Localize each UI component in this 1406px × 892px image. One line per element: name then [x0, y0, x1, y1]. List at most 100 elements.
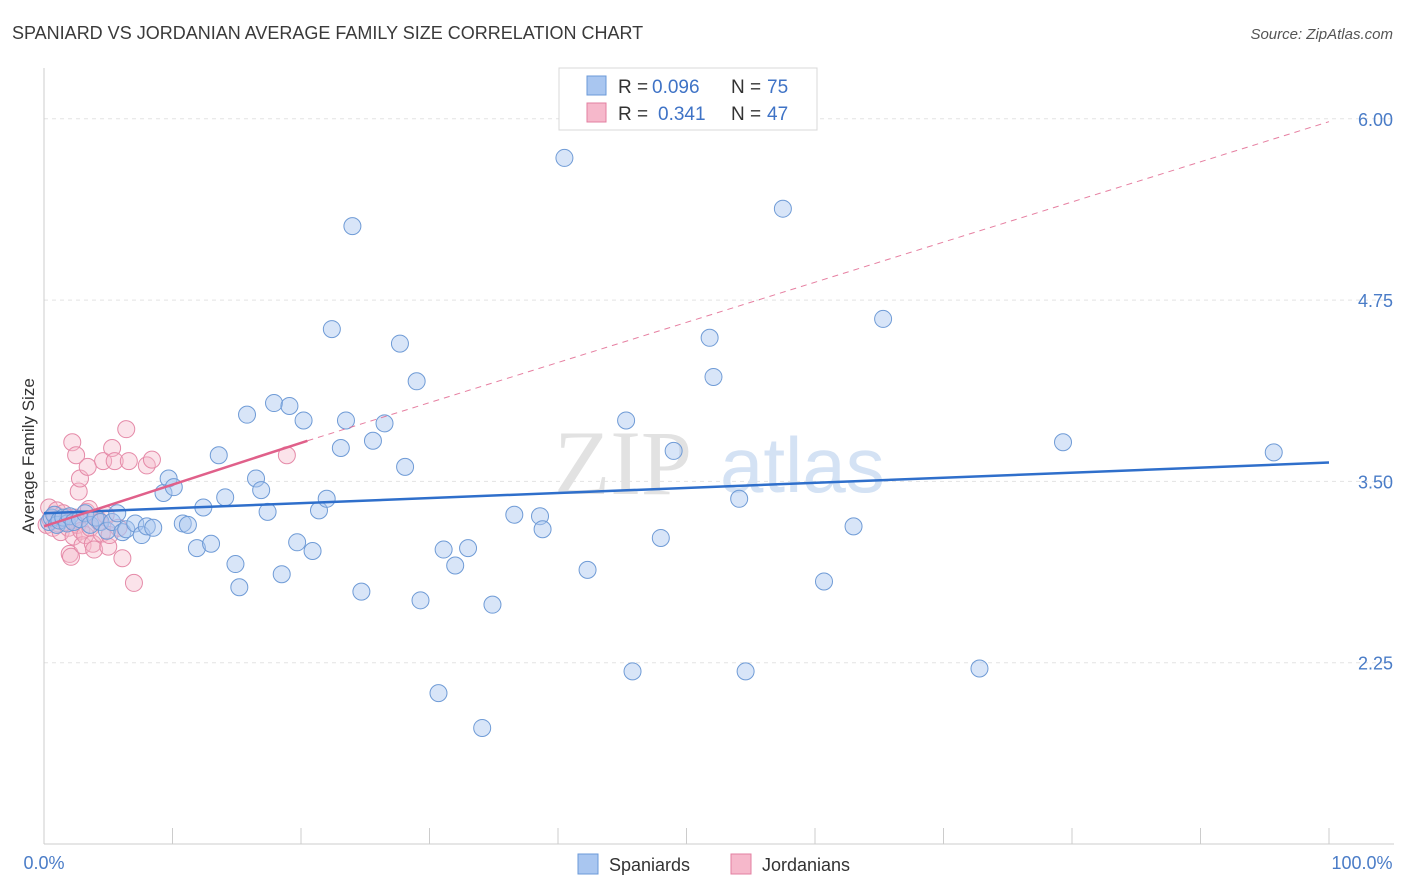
- spaniards-trend-line: [43, 461, 1330, 515]
- spaniard-point: [651, 528, 670, 547]
- spaniard-point: [375, 414, 394, 433]
- spaniard-point: [247, 469, 266, 488]
- spaniard-point: [363, 431, 382, 450]
- jordanians-trend-extension: [307, 121, 1330, 442]
- top-legend: R = 0.096 N = 75 R = 0.341 N = 47: [558, 67, 818, 131]
- spaniard-point: [108, 504, 127, 523]
- spaniard-point: [216, 488, 235, 507]
- legend-r-label-jordanians: R =: [618, 104, 648, 125]
- legend-r-value-jordanians: 0.341: [658, 104, 706, 125]
- spaniard-point: [230, 578, 249, 597]
- bottom-legend: Spaniards Jordanians: [577, 853, 850, 875]
- y-tick-label: 3.50: [1358, 472, 1393, 492]
- spaniard-point: [1054, 433, 1073, 452]
- bottom-legend-label-spaniards: Spaniards: [609, 855, 690, 875]
- spaniard-point: [280, 396, 299, 415]
- bottom-legend-swatch-jordanians: [730, 853, 752, 875]
- spaniard-point: [970, 659, 989, 678]
- legend-swatch-spaniards: [586, 75, 607, 96]
- spaniard-point: [736, 662, 755, 681]
- spaniard-point: [303, 542, 322, 561]
- spaniard-point: [132, 526, 151, 545]
- spaniard-point: [187, 539, 206, 558]
- x-tick-label-min: 0.0%: [23, 853, 64, 873]
- jordanian-point: [113, 549, 132, 568]
- bottom-legend-label-jordanians: Jordanians: [762, 855, 850, 875]
- legend-n-value-jordanians: 47: [767, 104, 788, 125]
- spaniard-point: [144, 518, 163, 537]
- spaniard-point: [704, 367, 723, 386]
- spaniard-point: [773, 199, 792, 218]
- jordanian-point: [69, 482, 88, 501]
- spaniard-point: [623, 662, 642, 681]
- legend-n-label-jordanians: N =: [731, 104, 761, 125]
- legend-r-value-spaniards: 0.096: [652, 77, 700, 98]
- spaniard-point: [434, 540, 453, 559]
- jordanian-point: [99, 537, 118, 556]
- spaniard-point: [238, 405, 257, 424]
- spaniard-point: [473, 718, 492, 737]
- spaniard-point: [226, 555, 245, 574]
- y-tick-labels: 2.25 3.50 4.75 6.00: [1358, 110, 1393, 674]
- chart-source: Source: ZipAtlas.com: [1250, 26, 1393, 43]
- jordanian-point: [124, 573, 143, 592]
- spaniard-point: [459, 539, 478, 558]
- spaniard-point: [288, 533, 307, 552]
- watermark: ZIP atlas: [554, 412, 885, 514]
- jordanian-point: [137, 456, 156, 475]
- spaniard-point: [117, 520, 136, 539]
- y-axis-label: Average Family Size: [19, 378, 38, 534]
- watermark-zip: ZIP: [554, 412, 692, 514]
- spaniard-point: [137, 517, 156, 536]
- legend-n-value-spaniards: 75: [767, 77, 788, 98]
- jordanian-point: [105, 452, 124, 471]
- spaniard-point: [178, 515, 197, 534]
- spaniard-point: [396, 457, 415, 476]
- spaniard-point: [265, 394, 284, 413]
- gridlines: [44, 118, 1394, 664]
- axes: [43, 68, 1394, 845]
- y-tick-label: 6.00: [1358, 110, 1393, 130]
- spaniard-point: [814, 572, 833, 591]
- spaniard-point: [126, 514, 145, 533]
- legend-r-label-spaniards: R =: [618, 77, 648, 98]
- trend-lines: [43, 121, 1330, 528]
- spaniards-points: [40, 148, 1283, 737]
- spaniard-point: [322, 320, 341, 339]
- spaniard-point: [294, 411, 313, 430]
- y-tick-label: 2.25: [1358, 654, 1393, 674]
- watermark-atlas: atlas: [720, 421, 885, 509]
- spaniard-point: [352, 582, 371, 601]
- jordanian-point: [83, 534, 102, 553]
- jordanian-point: [60, 544, 79, 563]
- spaniard-point: [331, 439, 350, 458]
- jordanian-point: [61, 547, 80, 566]
- spaniard-point: [874, 309, 893, 328]
- jordanian-point: [142, 450, 161, 469]
- spaniard-point: [617, 411, 636, 430]
- spaniard-point: [411, 591, 430, 610]
- jordanians-trend-line: [43, 439, 308, 528]
- legend-n-label-spaniards: N =: [731, 77, 761, 98]
- spaniard-point: [578, 560, 597, 579]
- chart-title: SPANIARD VS JORDANIAN AVERAGE FAMILY SIZ…: [12, 23, 643, 43]
- spaniard-point: [505, 505, 524, 524]
- jordanian-point: [119, 452, 138, 471]
- x-tick-label-max: 100.0%: [1331, 853, 1392, 873]
- spaniard-point: [252, 481, 271, 500]
- spaniard-point: [446, 556, 465, 575]
- jordanian-point: [117, 420, 136, 439]
- spaniard-point: [407, 372, 426, 391]
- y-tick-label: 4.75: [1358, 291, 1393, 311]
- x-ticks: [43, 828, 1330, 844]
- spaniard-point: [844, 517, 863, 536]
- spaniard-point: [700, 328, 719, 347]
- spaniard-point: [533, 520, 552, 539]
- spaniard-point: [664, 441, 683, 460]
- spaniard-point: [317, 489, 336, 508]
- jordanian-point: [67, 446, 86, 465]
- spaniard-point: [483, 595, 502, 614]
- spaniard-point: [429, 684, 448, 703]
- spaniard-point: [343, 217, 362, 236]
